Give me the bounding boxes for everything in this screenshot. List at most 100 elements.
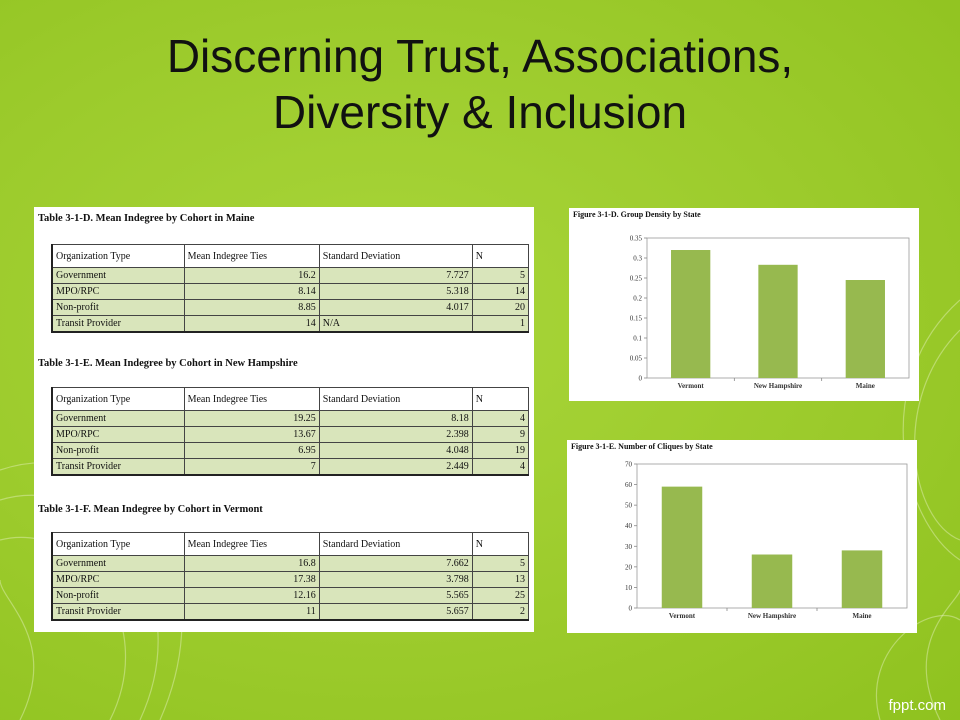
x-tick-label: New Hampshire [748,612,796,620]
y-tick-label: 40 [625,522,633,530]
table-cell: 4.017 [318,299,473,316]
table-row: Government 16.2 7.727 5 [50,267,530,284]
table-cell: 7.727 [318,267,473,284]
column-header: Organization Type [50,387,185,411]
bar [758,264,798,378]
table-cell: 25 [471,587,530,604]
y-tick-label: 0.35 [630,235,643,243]
figure-group-density: Figure 3-1-D. Group Density by State 0 0.… [569,208,919,401]
chart-number-of-cliques: 0 10 20 30 40 50 60 70 Vermont New Hampshire Maine [625,461,908,620]
y-tick-label: 20 [625,563,633,571]
column-header: Mean Indegree Ties [183,387,320,411]
table-cell: 4.048 [318,442,473,459]
table-row: MPO/RPC 13.67 2.398 9 [50,426,530,443]
x-tick-label: New Hampshire [754,382,802,390]
column-header: N [471,387,530,411]
table-row: Non-profit 8.85 4.017 20 [50,299,530,316]
table-row: Transit Provider 11 5.657 2 [50,603,530,621]
table-new-hampshire: Organization Type Mean Indegree Ties Sta… [50,387,530,476]
y-tick-label: 60 [625,481,633,489]
table-cell: 17.38 [183,571,320,588]
table-row: Non-profit 12.16 5.565 25 [50,587,530,604]
table-cell: Transit Provider [50,603,185,621]
table-row: MPO/RPC 8.14 5.318 14 [50,283,530,300]
table-cell: 5 [471,267,530,284]
column-header: Mean Indegree Ties [183,244,320,268]
table-cell: MPO/RPC [50,571,185,588]
table-cell: 5.318 [318,283,473,300]
y-tick-label: 0.25 [630,275,643,283]
y-tick-label: 30 [625,543,633,551]
table-cell: Government [50,555,185,572]
table-cell: 7 [183,458,320,476]
column-header: Mean Indegree Ties [183,532,320,556]
table-row: Government 19.25 8.18 4 [50,410,530,427]
table-caption-vermont: Table 3-1-F. Mean Indegree by Cohort in … [38,504,263,515]
table-cell: 5.565 [318,587,473,604]
table-cell: 12.16 [183,587,320,604]
table-cell: 2.398 [318,426,473,443]
table-vermont: Organization Type Mean Indegree Ties Sta… [50,532,530,621]
table-cell: Non-profit [50,299,185,316]
table-cell: Transit Provider [50,458,185,476]
table-cell: Non-profit [50,587,185,604]
table-header-row: Organization Type Mean Indegree Ties Sta… [50,387,530,411]
bar [671,250,711,378]
y-tick-label: 50 [625,502,633,510]
table-cell: N/A [318,315,473,333]
table-cell: 4 [471,410,530,427]
table-cell: 16.2 [183,267,320,284]
table-cell: 9 [471,426,530,443]
table-cell: 11 [183,603,320,621]
table-cell: 5 [471,555,530,572]
table-cell: 8.14 [183,283,320,300]
table-cell: 19 [471,442,530,459]
table-header-row: Organization Type Mean Indegree Ties Sta… [50,532,530,556]
y-tick-label: 70 [625,461,633,469]
table-cell: 20 [471,299,530,316]
bar [751,554,793,608]
table-cell: Government [50,267,185,284]
table-cell: MPO/RPC [50,283,185,300]
table-caption-new-hampshire: Table 3-1-E. Mean Indegree by Cohort in … [38,358,298,369]
table-row: Government 16.8 7.662 5 [50,555,530,572]
table-cell: 14 [183,315,320,333]
table-cell: 13.67 [183,426,320,443]
table-row: Transit Provider 14 N/A 1 [50,315,530,333]
x-tick-label: Maine [852,612,871,620]
figure-caption: Figure 3-1-D. Group Density by State [573,210,701,219]
bar [661,486,703,608]
y-tick-label: 10 [625,584,633,592]
x-tick-label: Maine [856,382,875,390]
figure-caption: Figure 3-1-E. Number of Cliques by State [571,442,713,451]
table-cell: Non-profit [50,442,185,459]
table-row: Non-profit 6.95 4.048 19 [50,442,530,459]
y-tick-label: 0.3 [633,255,642,263]
column-header: N [471,532,530,556]
table-cell: 2 [471,603,530,621]
column-header: Standard Deviation [318,532,473,556]
column-header: N [471,244,530,268]
y-tick-label: 0.2 [633,295,642,303]
table-row: Transit Provider 7 2.449 4 [50,458,530,476]
x-tick-label: Vermont [669,612,696,620]
table-cell: 19.25 [183,410,320,427]
slide-title-line2: Diversity & Inclusion [272,86,688,138]
slide-title-line1: Discerning Trust, Associations, [166,30,794,82]
chart-group-density: 0 0.05 0.1 0.15 0.2 0.25 0.3 0.35 Vermont New Ham… [630,235,910,390]
table-cell: 8.85 [183,299,320,316]
table-row: MPO/RPC 17.38 3.798 13 [50,571,530,588]
column-header: Organization Type [50,532,185,556]
table-cell: Transit Provider [50,315,185,333]
table-cell: 1 [471,315,530,333]
column-header: Organization Type [50,244,185,268]
table-cell: 5.657 [318,603,473,621]
table-cell: 8.18 [318,410,473,427]
table-cell: 7.662 [318,555,473,572]
table-cell: 16.8 [183,555,320,572]
table-maine: Organization Type Mean Indegree Ties Sta… [50,244,530,333]
y-tick-label: 0.15 [630,315,643,323]
column-header: Standard Deviation [318,387,473,411]
table-cell: 2.449 [318,458,473,476]
figure-number-of-cliques: Figure 3-1-E. Number of Cliques by State… [567,440,917,633]
